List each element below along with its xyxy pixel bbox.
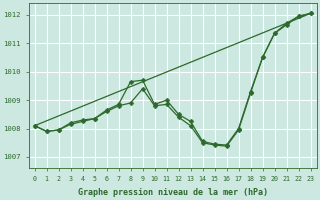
X-axis label: Graphe pression niveau de la mer (hPa): Graphe pression niveau de la mer (hPa): [77, 188, 268, 197]
